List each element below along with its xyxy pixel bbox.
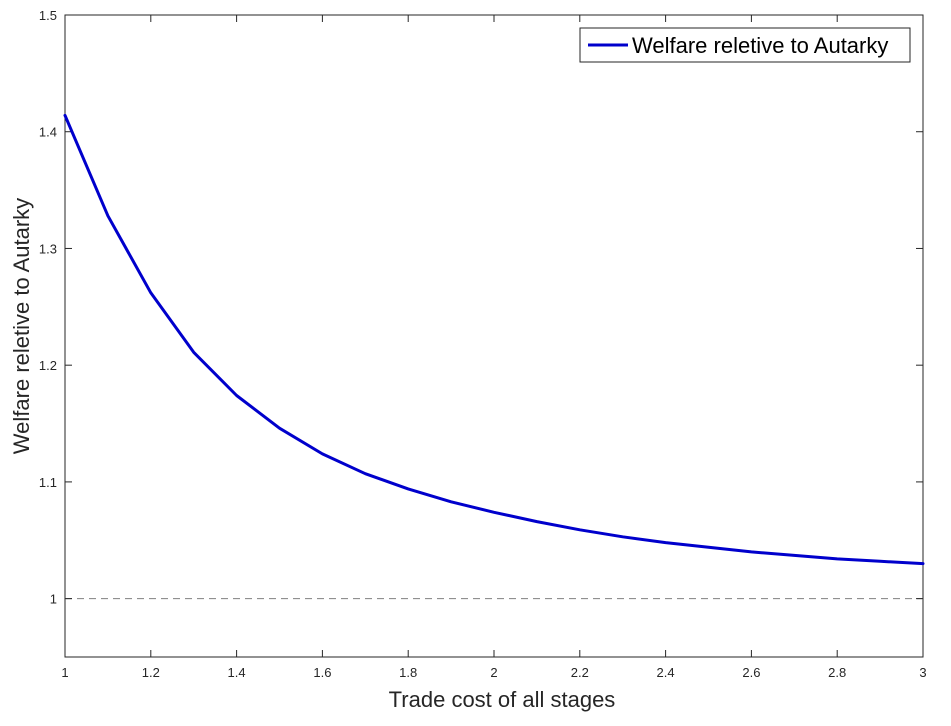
x-axis-title: Trade cost of all stages — [389, 687, 616, 712]
axis-ticks-layer: 1 1.2 1.4 1.6 1.8 2 2.2 2.4 2.6 2.8 3 1 1.1 1.2 1.3 1.4… — [39, 8, 927, 680]
x-tick-label: 1.2 — [142, 665, 160, 680]
y-tick-label: 1.4 — [39, 125, 57, 140]
x-tick-label: 1.6 — [313, 665, 331, 680]
x-tick-label: 2 — [490, 665, 497, 680]
x-tick-label: 2.8 — [828, 665, 846, 680]
y-tick-label: 1.3 — [39, 241, 57, 256]
series-layer — [63, 113, 925, 566]
legend-label: Welfare reletive to Autarky — [632, 33, 888, 58]
y-tick-label: 1.5 — [39, 8, 57, 23]
y-axis-title: Welfare reletive to Autarky — [9, 198, 34, 454]
x-tick-label: 3 — [919, 665, 926, 680]
x-tick-label: 2.4 — [657, 665, 675, 680]
series-line-welfare — [63, 113, 925, 566]
legend-box — [579, 27, 911, 63]
y-tick-label: 1.1 — [39, 475, 57, 490]
x-tick-label: 1 — [61, 665, 68, 680]
x-tick-label: 1.8 — [399, 665, 417, 680]
x-tick-label: 1.4 — [228, 665, 246, 680]
y-tick-label: 1 — [50, 592, 57, 607]
x-tick-label: 2.2 — [571, 665, 589, 680]
plot-area-border — [64, 14, 924, 658]
y-tick-label: 1.2 — [39, 358, 57, 373]
legend: Welfare reletive to Autarky — [579, 27, 911, 63]
x-tick-label: 2.6 — [742, 665, 760, 680]
